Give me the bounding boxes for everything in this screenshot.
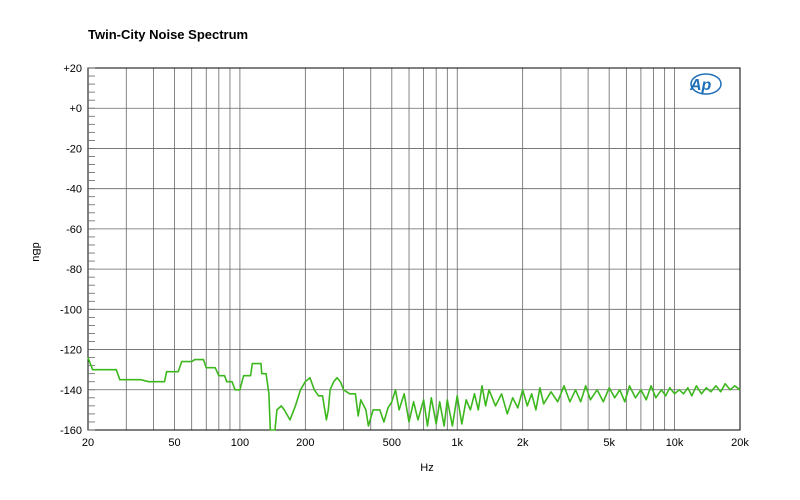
y-tick-label: +20 [63,63,82,75]
y-minor-ticks [88,67,95,431]
y-tick-labels: +20 +0 -20 -40 -60 -80 -100 -120 -140 -160 [60,63,82,437]
x-tick-label: 20k [731,437,749,449]
x-tick-label: 50 [168,437,180,449]
x-tick-label: 10k [666,437,684,449]
x-tick-labels: 20 50 100 200 500 1k 2k 5k 10k 20k [82,437,749,449]
y-tick-label: -80 [66,264,82,276]
chart-title: Twin-City Noise Spectrum [88,27,249,42]
ap-logo: Ap [689,73,722,95]
y-tick-label: +0 [69,103,82,115]
y-tick-label: -120 [60,345,82,357]
x-axis-label: Hz [420,462,433,474]
x-tick-label: 20 [82,437,94,449]
x-tick-label: 5k [603,437,615,449]
y-tick-label: -60 [66,224,82,236]
series-line [87,357,741,431]
x-tick-label: 1k [451,437,463,449]
x-tick-label: 500 [383,437,401,449]
y-axis-label: dBu [30,242,42,262]
y-tick-label: -100 [60,304,82,316]
major-gridlines [88,67,740,431]
y-tick-label: -20 [66,143,82,155]
ap-logo-swoosh [690,73,722,95]
plot-frame [87,67,741,431]
y-tick-label: -140 [60,385,82,397]
x-tick-label: 200 [296,437,314,449]
series-group [87,357,741,431]
y-tick-label: -40 [66,184,82,196]
ap-logo-text: Ap [689,77,712,94]
y-tick-label: -160 [60,425,82,437]
x-tick-label: 2k [517,437,529,449]
x-tick-label: 100 [231,437,249,449]
